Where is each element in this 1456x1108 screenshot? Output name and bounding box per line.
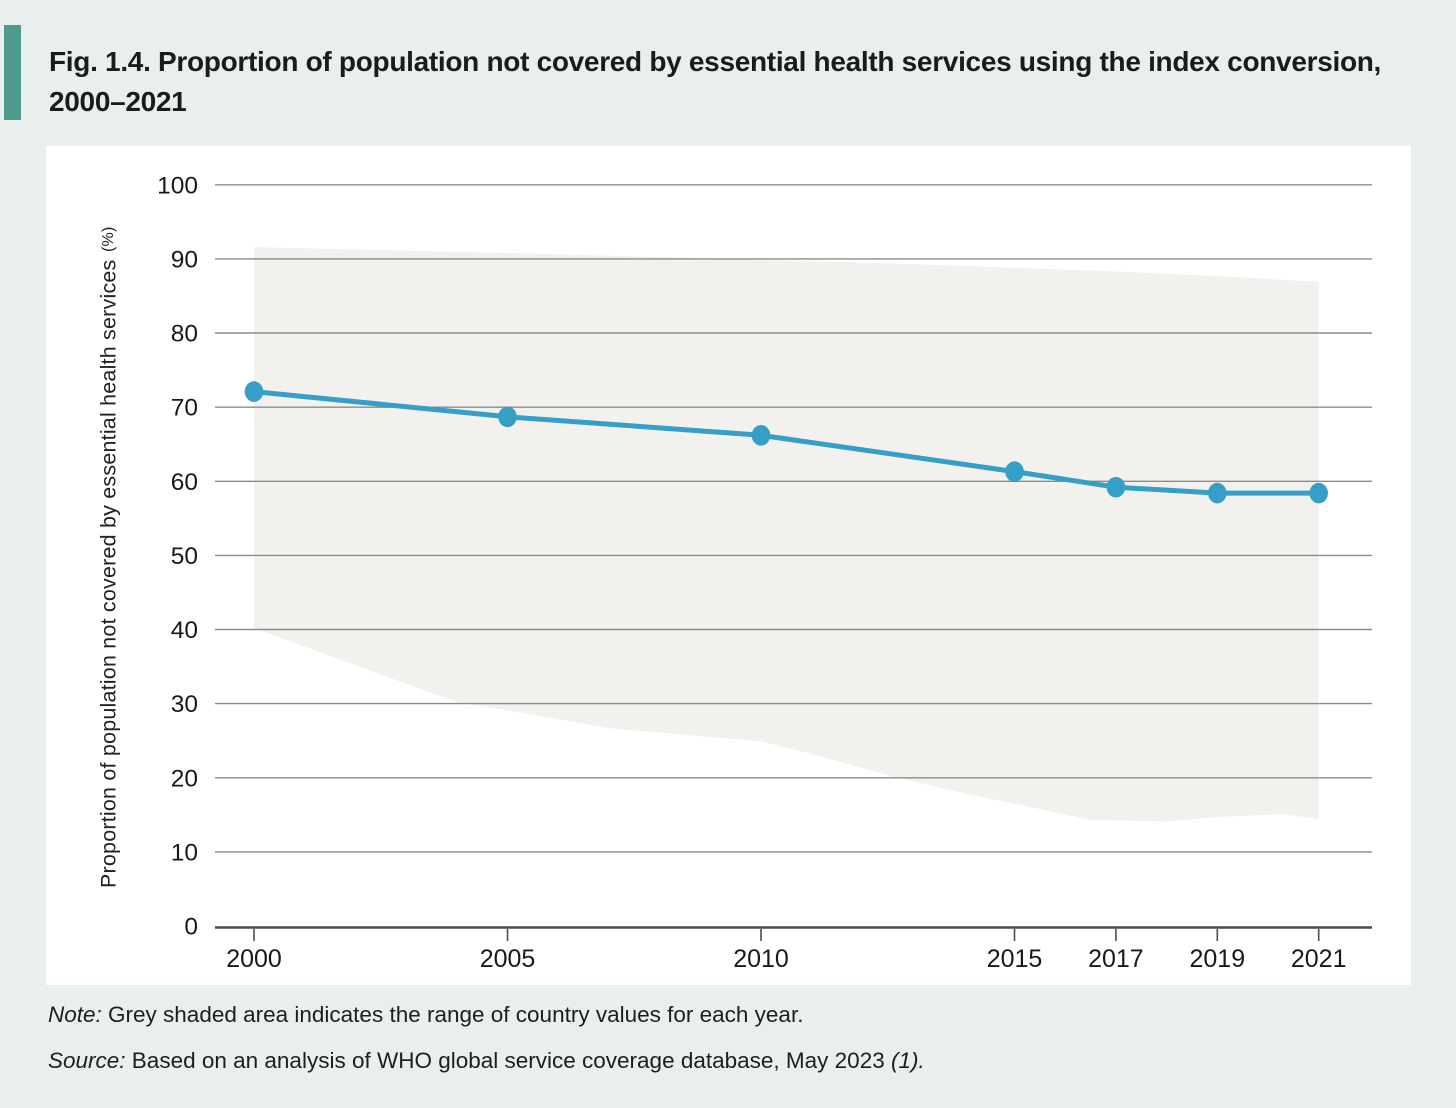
title-accent-bar bbox=[4, 25, 21, 120]
y-tick-label-70: 70 bbox=[171, 395, 198, 422]
x-tick-label-2010: 2010 bbox=[733, 945, 789, 973]
y-tick-label-50: 50 bbox=[171, 543, 198, 570]
figure-title-line1: Fig. 1.4. Proportion of population not c… bbox=[49, 46, 1382, 77]
figure-title-line2: 2000–2021 bbox=[49, 86, 187, 117]
data-point-2015 bbox=[1005, 461, 1024, 482]
note-text: Note: Grey shaded area indicates the ran… bbox=[48, 1000, 803, 1029]
x-tick-label-2005: 2005 bbox=[480, 945, 536, 973]
y-tick-label-40: 40 bbox=[171, 617, 198, 644]
y-tick-label-10: 10 bbox=[171, 839, 198, 866]
y-tick-label-60: 60 bbox=[171, 469, 198, 496]
data-point-2019 bbox=[1208, 482, 1227, 504]
x-tick-label-2015: 2015 bbox=[987, 945, 1043, 973]
figure-title: Fig. 1.4. Proportion of population not c… bbox=[49, 42, 1381, 122]
x-tick-label-2021: 2021 bbox=[1291, 945, 1347, 973]
x-tick-label-2017: 2017 bbox=[1088, 945, 1144, 973]
y-tick-label-20: 20 bbox=[171, 765, 198, 792]
note-body: Grey shaded area indicates the range of … bbox=[101, 1002, 804, 1027]
data-point-2010 bbox=[751, 425, 771, 446]
data-point-2021 bbox=[1309, 482, 1328, 504]
x-tick-label-2000: 2000 bbox=[226, 945, 282, 973]
y-tick-label-100: 100 bbox=[157, 172, 198, 199]
note-prefix: Note: bbox=[48, 1002, 102, 1027]
y-tick-label-90: 90 bbox=[171, 246, 198, 273]
source-prefix: Source: bbox=[48, 1048, 126, 1073]
country-range-band bbox=[254, 247, 1319, 822]
y-tick-label-0: 0 bbox=[184, 914, 198, 941]
data-point-2000 bbox=[244, 381, 264, 402]
data-point-2005 bbox=[498, 406, 517, 428]
data-point-2017 bbox=[1106, 476, 1126, 498]
source-citation: (1). bbox=[890, 1048, 925, 1073]
source-body: Based on an analysis of WHO global servi… bbox=[125, 1048, 891, 1073]
y-tick-label-80: 80 bbox=[171, 321, 198, 348]
source-text: Source: Based on an analysis of WHO glob… bbox=[48, 1046, 925, 1075]
y-tick-label-30: 30 bbox=[171, 691, 198, 718]
x-tick-label-2019: 2019 bbox=[1189, 945, 1245, 973]
